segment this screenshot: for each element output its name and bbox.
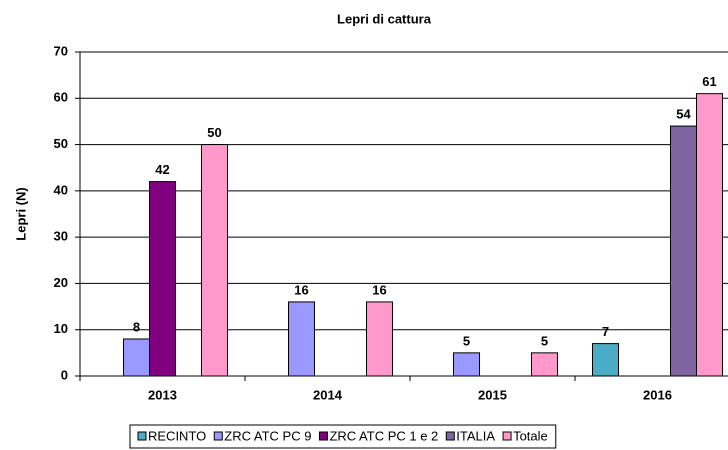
data-label: 7 [602, 324, 609, 339]
legend-label: ZRC ATC PC 1 e 2 [329, 428, 438, 443]
data-label: 50 [207, 125, 221, 140]
y-tick-label: 50 [54, 136, 68, 151]
bar [149, 181, 176, 377]
data-label: 8 [133, 319, 140, 334]
legend-box [129, 424, 557, 449]
y-tick-label: 40 [54, 182, 68, 197]
bar [123, 338, 150, 377]
legend-swatch [502, 431, 512, 441]
bar [670, 125, 697, 377]
x-tick-label: 2015 [478, 387, 507, 402]
y-tick-label: 20 [54, 275, 68, 290]
x-tick-label: 2016 [643, 387, 672, 402]
x-tick-label: 2014 [313, 387, 343, 402]
bar [453, 352, 480, 377]
legend-swatch [318, 431, 328, 441]
bar [288, 301, 315, 377]
bar [531, 352, 558, 377]
legend-label: Totale [513, 428, 548, 443]
x-tick-label: 2013 [148, 387, 177, 402]
data-label: 5 [463, 333, 470, 348]
bar [592, 343, 619, 377]
data-label: 42 [155, 162, 169, 177]
legend-swatch [137, 431, 147, 441]
legend-label: ZRC ATC PC 9 [224, 428, 311, 443]
bar [366, 301, 393, 377]
y-tick-label: 70 [54, 43, 68, 58]
bar [201, 144, 228, 377]
y-tick-label: 60 [54, 90, 68, 105]
legend-label: ITALIA [456, 428, 495, 443]
legend-swatch [445, 431, 455, 441]
data-label: 16 [294, 282, 308, 297]
data-label: 61 [702, 74, 716, 89]
legend-swatch [213, 431, 223, 441]
y-tick-label: 10 [54, 321, 68, 336]
y-tick-label: 0 [61, 367, 68, 382]
bar [696, 93, 723, 377]
chart-title: Lepri di cattura [337, 11, 432, 26]
data-label: 54 [676, 106, 691, 121]
y-axis-label: Lepri (N) [13, 187, 28, 240]
data-label: 5 [541, 333, 548, 348]
data-label: 16 [372, 282, 386, 297]
legend-label: RECINTO [148, 428, 206, 443]
y-tick-label: 30 [54, 229, 68, 244]
